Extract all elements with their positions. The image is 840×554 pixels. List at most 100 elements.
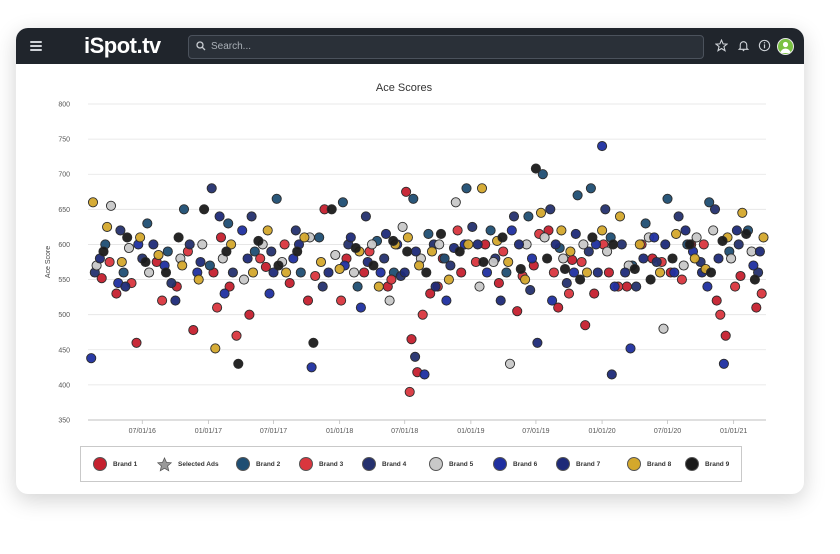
data-point-brand-9[interactable] [292,246,303,257]
data-point-brand-2[interactable] [439,253,450,264]
data-point-brand-8[interactable] [135,232,146,243]
data-point-brand-3[interactable] [676,274,687,285]
data-point-brand-3[interactable] [548,267,559,278]
data-point-brand-7[interactable] [495,295,506,306]
data-point-brand-8[interactable] [597,225,608,236]
data-point-brand-8[interactable] [153,249,164,261]
data-point-brand-1[interactable] [456,267,467,278]
data-point-brand-7[interactable] [380,228,392,239]
data-point-brand-6[interactable] [375,267,386,278]
data-point-brand-2[interactable] [249,246,260,257]
data-point-brand-2[interactable] [223,218,234,229]
data-point-brand-6[interactable] [547,295,558,306]
data-point-brand-8[interactable] [402,232,413,243]
data-point-brand-8[interactable] [634,239,645,250]
data-point-brand-1[interactable] [244,309,255,320]
data-point-brand-1[interactable] [406,334,417,345]
data-point-brand-7[interactable] [620,267,631,278]
legend-item-selected-ads[interactable]: Selected Ads [157,447,219,481]
data-point-brand-3[interactable] [336,295,347,306]
data-point-brand-2[interactable] [640,218,651,229]
data-point-brand-9[interactable] [273,260,284,271]
data-point-brand-7[interactable] [410,246,421,257]
data-point-brand-7[interactable] [680,225,691,236]
data-point-brand-6[interactable] [264,288,275,299]
data-point-brand-2[interactable] [204,260,215,271]
data-point-brand-6[interactable] [568,267,580,278]
data-point-brand-5[interactable] [397,221,408,232]
data-point-brand-4[interactable] [733,239,744,250]
data-point-brand-8[interactable] [689,253,700,264]
data-point-brand-3[interactable] [563,288,575,299]
data-point-brand-8[interactable] [226,239,237,250]
data-point-brand-6[interactable] [597,141,608,152]
data-point-brand-9[interactable] [559,263,571,275]
data-point-brand-3[interactable] [386,274,397,285]
data-point-brand-8[interactable] [520,274,531,285]
star-icon[interactable] [715,39,728,52]
data-point-brand-2[interactable] [423,228,434,239]
data-point-brand-6[interactable] [625,343,636,354]
data-point-brand-2[interactable] [178,204,190,215]
data-point-brand-4[interactable] [525,285,536,296]
data-point-brand-5[interactable] [366,239,378,250]
data-point-brand-2[interactable] [162,246,173,257]
data-point-brand-6[interactable] [419,369,430,380]
data-point-brand-4[interactable] [166,278,177,289]
data-point-brand-1[interactable] [302,295,314,306]
data-point-brand-5[interactable] [678,260,689,271]
data-point-brand-8[interactable] [210,343,221,354]
data-point-brand-6[interactable] [748,260,759,271]
data-point-brand-8[interactable] [654,267,666,278]
data-point-brand-9[interactable] [402,246,413,257]
data-point-brand-1[interactable] [751,302,762,313]
data-point-brand-1[interactable] [621,281,632,292]
legend-item-brand-7[interactable]: Brand 7 [556,447,600,481]
data-point-brand-8[interactable] [177,260,188,271]
data-point-brand-7[interactable] [592,267,603,278]
data-point-brand-1[interactable] [401,186,412,197]
data-point-brand-1[interactable] [96,273,107,284]
data-point-brand-5[interactable] [474,281,485,292]
data-point-brand-2[interactable] [295,267,306,278]
data-point-brand-2[interactable] [408,193,419,204]
data-point-brand-9[interactable] [684,239,695,250]
data-point-brand-3[interactable] [310,270,321,282]
data-point-brand-1[interactable] [188,325,199,336]
data-point-brand-7[interactable] [713,253,724,264]
data-point-brand-9[interactable] [542,253,553,264]
data-point-brand-5[interactable] [539,232,550,243]
data-point-brand-2[interactable] [662,193,673,204]
data-point-brand-9[interactable] [705,267,717,278]
data-point-brand-2[interactable] [585,183,596,194]
data-point-brand-5[interactable] [658,323,669,334]
data-point-brand-4[interactable] [545,204,556,215]
legend-item-brand-8[interactable]: Brand 8 [627,447,671,481]
data-point-brand-4[interactable] [709,204,721,215]
data-point-brand-8[interactable] [565,246,576,257]
data-point-brand-9[interactable] [741,228,752,239]
data-point-brand-7[interactable] [430,281,441,292]
data-point-brand-2[interactable] [314,232,325,243]
data-point-brand-4[interactable] [115,225,126,236]
data-point-brand-1[interactable] [224,281,235,292]
data-point-brand-7[interactable] [242,253,253,264]
data-point-brand-1[interactable] [553,302,564,313]
data-point-brand-4[interactable] [673,211,684,222]
data-point-brand-1[interactable] [425,288,436,299]
data-point-brand-9[interactable] [308,337,319,348]
data-point-brand-9[interactable] [645,274,656,285]
data-point-brand-9[interactable] [350,242,361,254]
data-point-brand-2[interactable] [523,211,534,222]
data-point-brand-9[interactable] [233,358,244,369]
data-point-brand-3[interactable] [255,253,266,264]
data-point-brand-9[interactable] [199,204,210,215]
data-point-brand-7[interactable] [148,239,159,250]
data-point-brand-4[interactable] [616,239,627,250]
data-point-brand-5[interactable] [602,246,613,257]
logo[interactable]: iSpot.tv [84,33,161,59]
data-point-brand-5[interactable] [504,358,516,369]
data-point-brand-7[interactable] [570,228,581,239]
legend-item-brand-3[interactable]: Brand 3 [299,447,343,481]
data-point-brand-4[interactable] [266,246,277,257]
